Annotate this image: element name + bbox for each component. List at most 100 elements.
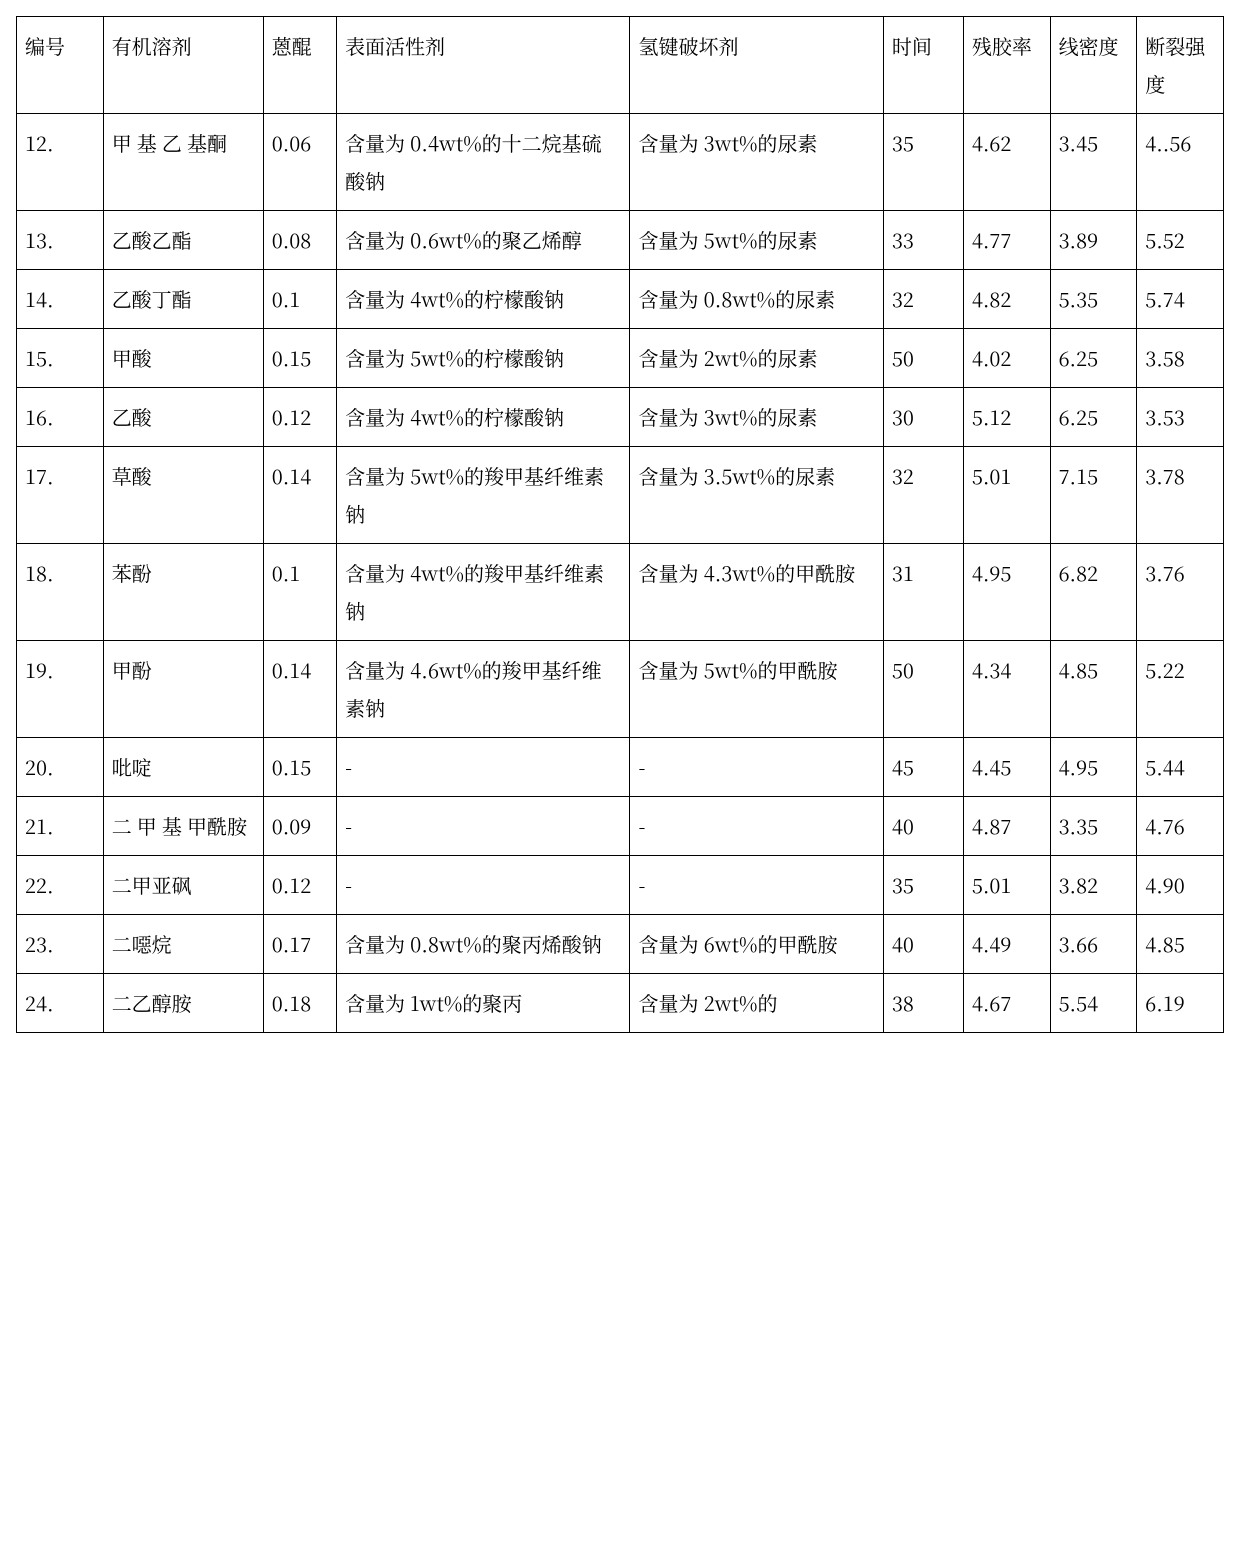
table-cell: 31 [883,544,963,641]
table-row: 22.二甲亚砜0.12--355.013.824.90 [17,856,1224,915]
table-cell: 0.12 [263,388,336,447]
table-row: 23.二噁烷0.17含量为 0.8wt%的聚丙烯酸钠含量为 6wt%的甲酰胺40… [17,915,1224,974]
table-cell: 4.82 [963,270,1050,329]
table-cell: 40 [883,797,963,856]
table-cell: 二甲亚砜 [103,856,263,915]
table-cell: - [630,797,883,856]
table-cell: 含量为 0.8wt%的聚丙烯酸钠 [337,915,630,974]
table-cell: 24. [17,974,104,1033]
table-cell: 5.22 [1137,641,1224,738]
table-cell: 含量为 5wt%的柠檬酸钠 [337,329,630,388]
table-cell: 含量为 2wt%的 [630,974,883,1033]
table-header-cell: 线密度 [1050,17,1137,114]
table-cell: - [337,797,630,856]
table-cell: 5.35 [1050,270,1137,329]
table-cell: 6.19 [1137,974,1224,1033]
table-row: 14.乙酸丁酯0.1含量为 4wt%的柠檬酸钠含量为 0.8wt%的尿素324.… [17,270,1224,329]
table-cell: 含量为 2wt%的尿素 [630,329,883,388]
table-cell: 3.89 [1050,211,1137,270]
table-cell: 4.62 [963,114,1050,211]
table-cell: 0.08 [263,211,336,270]
table-cell: 32 [883,270,963,329]
table-cell: 含量为 3wt%的尿素 [630,114,883,211]
table-header-cell: 时间 [883,17,963,114]
table-cell: 含量为 0.8wt%的尿素 [630,270,883,329]
table-cell: 14. [17,270,104,329]
table-cell: 4.02 [963,329,1050,388]
table-cell: 5.54 [1050,974,1137,1033]
table-cell: 35 [883,114,963,211]
table-cell: 4.45 [963,738,1050,797]
table-cell: 0.14 [263,447,336,544]
table-cell: 4.77 [963,211,1050,270]
table-cell: 0.18 [263,974,336,1033]
table-cell: 19. [17,641,104,738]
table-cell: 0.1 [263,270,336,329]
table-cell: 含量为 1wt%的聚丙 [337,974,630,1033]
table-row: 20.吡啶0.15--454.454.955.44 [17,738,1224,797]
table-cell: 7.15 [1050,447,1137,544]
table-cell: 4.95 [1050,738,1137,797]
table-row: 15.甲酸0.15含量为 5wt%的柠檬酸钠含量为 2wt%的尿素504.026… [17,329,1224,388]
table-cell: 含量为 4.6wt%的羧甲基纤维素钠 [337,641,630,738]
table-header-cell: 氢键破坏剂 [630,17,883,114]
table-row: 24.二乙醇胺0.18含量为 1wt%的聚丙含量为 2wt%的384.675.5… [17,974,1224,1033]
table-cell: 4.49 [963,915,1050,974]
table-row: 19.甲酚0.14含量为 4.6wt%的羧甲基纤维素钠含量为 5wt%的甲酰胺5… [17,641,1224,738]
table-cell: 4.85 [1050,641,1137,738]
table-cell: 乙酸乙酯 [103,211,263,270]
table-header-cell: 断裂强度 [1137,17,1224,114]
table-cell: 二 甲 基 甲酰胺 [103,797,263,856]
table-row: 13.乙酸乙酯0.08含量为 0.6wt%的聚乙烯醇含量为 5wt%的尿素334… [17,211,1224,270]
table-cell: 含量为 3wt%的尿素 [630,388,883,447]
table-cell: 甲酚 [103,641,263,738]
table-cell: 5.12 [963,388,1050,447]
table-cell: 3.58 [1137,329,1224,388]
table-row: 17.草酸0.14含量为 5wt%的羧甲基纤维素钠含量为 3.5wt%的尿素32… [17,447,1224,544]
table-cell: 3.35 [1050,797,1137,856]
table-cell: 23. [17,915,104,974]
table-header-row: 编号有机溶剂蒽醌表面活性剂氢键破坏剂时间残胶率线密度断裂强度 [17,17,1224,114]
table-cell: 4.76 [1137,797,1224,856]
table-header-cell: 有机溶剂 [103,17,263,114]
table-cell: 0.12 [263,856,336,915]
table-cell: 30 [883,388,963,447]
table-cell: 乙酸 [103,388,263,447]
table-cell: 3.53 [1137,388,1224,447]
table-cell: 4.34 [963,641,1050,738]
table-cell: 15. [17,329,104,388]
table-cell: 18. [17,544,104,641]
table-cell: 13. [17,211,104,270]
table-cell: 3.45 [1050,114,1137,211]
table-cell: 6.25 [1050,388,1137,447]
table-cell: 50 [883,329,963,388]
table-cell: 3.76 [1137,544,1224,641]
table-cell: 二噁烷 [103,915,263,974]
table-row: 21.二 甲 基 甲酰胺0.09--404.873.354.76 [17,797,1224,856]
table-cell: 0.14 [263,641,336,738]
table-row: 16.乙酸0.12含量为 4wt%的柠檬酸钠含量为 3wt%的尿素305.126… [17,388,1224,447]
table-cell: 含量为 0.4wt%的十二烷基硫酸钠 [337,114,630,211]
table-cell: 4.90 [1137,856,1224,915]
table-cell: 吡啶 [103,738,263,797]
table-header-cell: 表面活性剂 [337,17,630,114]
table-cell: 5.44 [1137,738,1224,797]
table-cell: 20. [17,738,104,797]
table-cell: - [630,738,883,797]
table-cell: 35 [883,856,963,915]
table-cell: 二乙醇胺 [103,974,263,1033]
table-cell: - [630,856,883,915]
table-cell: 3.82 [1050,856,1137,915]
table-cell: 6.25 [1050,329,1137,388]
table-cell: 甲 基 乙 基酮 [103,114,263,211]
table-cell: 22. [17,856,104,915]
table-cell: 含量为 5wt%的尿素 [630,211,883,270]
table-cell: 0.15 [263,329,336,388]
table-cell: - [337,738,630,797]
table-cell: 含量为 0.6wt%的聚乙烯醇 [337,211,630,270]
table-cell: 4..56 [1137,114,1224,211]
table-cell: 含量为 5wt%的羧甲基纤维素钠 [337,447,630,544]
table-body: 12.甲 基 乙 基酮0.06含量为 0.4wt%的十二烷基硫酸钠含量为 3wt… [17,114,1224,1033]
data-table: 编号有机溶剂蒽醌表面活性剂氢键破坏剂时间残胶率线密度断裂强度 12.甲 基 乙 … [16,16,1224,1033]
table-cell: 苯酚 [103,544,263,641]
